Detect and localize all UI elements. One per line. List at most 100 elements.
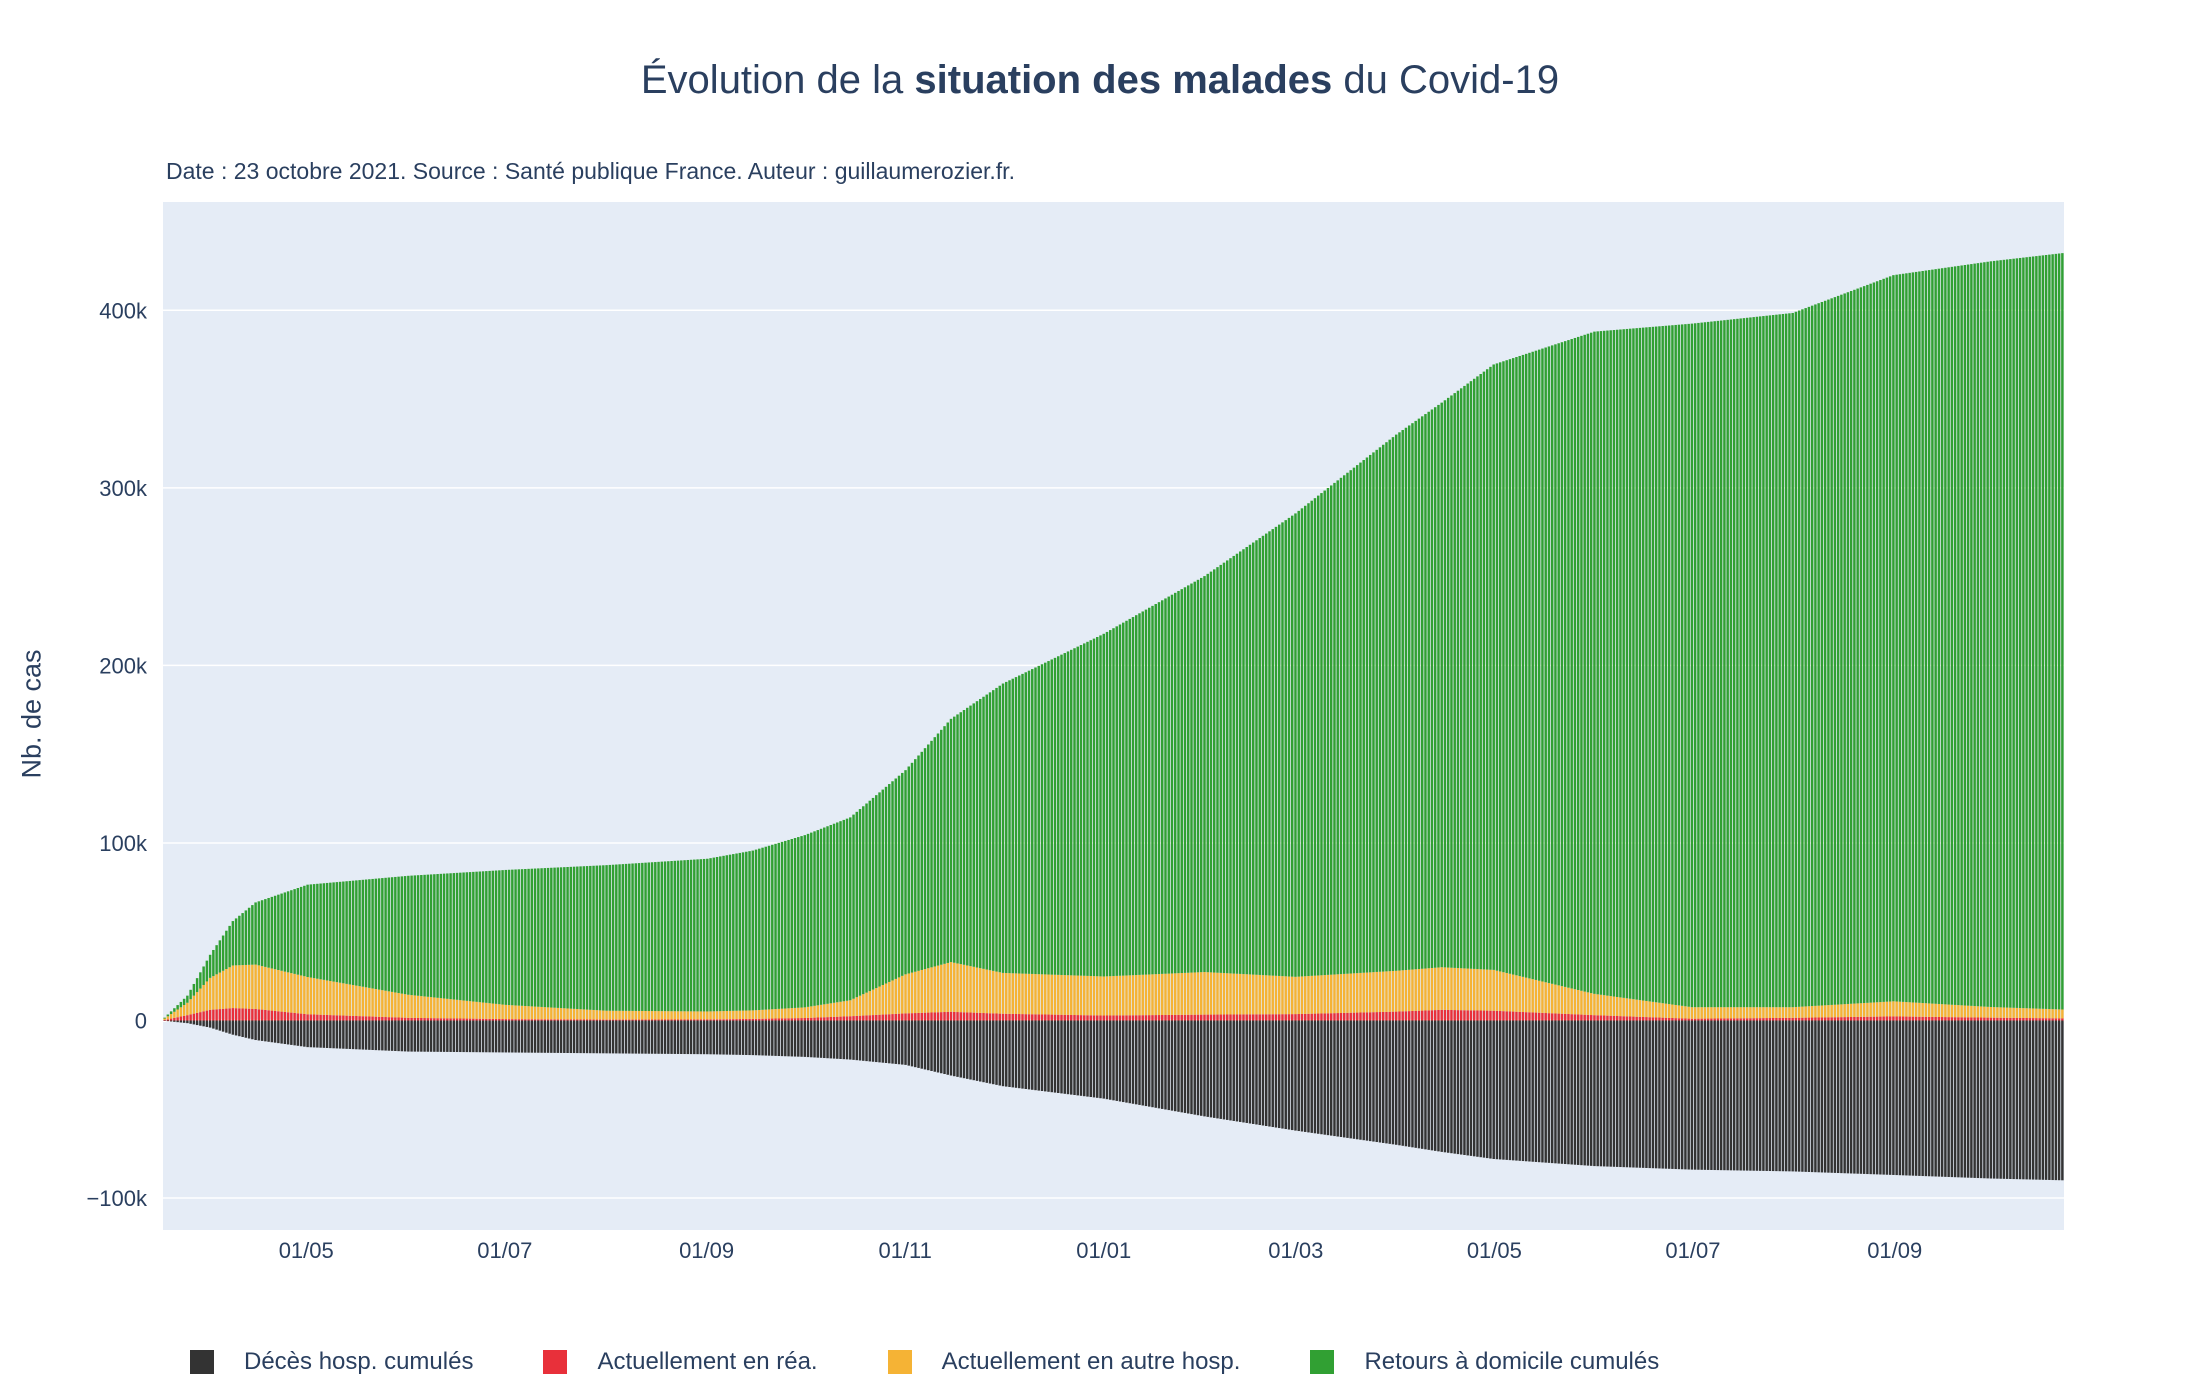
legend-swatch: [190, 1350, 214, 1374]
bar-deces: [1290, 1020, 1294, 1131]
bar-retours: [1281, 522, 1284, 977]
bar-rea: [1911, 1016, 1915, 1021]
bar-retours: [407, 875, 410, 995]
bar-autre-hosp: [689, 1011, 693, 1020]
bar-rea: [1710, 1018, 1713, 1021]
bar-autre-hosp: [377, 989, 381, 1017]
bar-deces: [1037, 1020, 1040, 1091]
bar-retours: [1294, 513, 1297, 977]
bar-retours: [1983, 262, 1986, 1007]
bar-rea: [813, 1017, 816, 1021]
bar-deces: [839, 1020, 842, 1059]
bar-retours: [1213, 569, 1216, 973]
bar-autre-hosp: [1310, 975, 1313, 1014]
legend-item[interactable]: Actuellement en réa.: [543, 1348, 818, 1376]
bar-retours: [2035, 256, 2038, 1009]
bar-autre-hosp: [1213, 972, 1216, 1015]
bar-autre-hosp: [712, 1011, 716, 1020]
bar-retours: [1122, 622, 1125, 976]
bar-deces: [940, 1020, 943, 1074]
bar-rea: [1625, 1016, 1629, 1021]
bar-rea: [169, 1018, 173, 1021]
bar-autre-hosp: [1388, 971, 1391, 1012]
bar-autre-hosp: [1365, 972, 1369, 1013]
bar-retours: [1050, 659, 1053, 975]
bar-deces: [1427, 1020, 1430, 1150]
bar-autre-hosp: [290, 973, 293, 1013]
bar-rea: [1674, 1018, 1677, 1021]
bar-retours: [530, 868, 534, 1007]
bar-rea: [1931, 1016, 1934, 1021]
bar-deces: [231, 1020, 235, 1035]
bar-rea: [1947, 1017, 1950, 1021]
bar-deces: [1602, 1020, 1606, 1167]
bar-autre-hosp: [706, 1011, 709, 1020]
bar-deces: [1768, 1020, 1772, 1172]
bar-deces: [1849, 1020, 1853, 1174]
bar-retours: [1154, 604, 1157, 975]
bar-retours: [420, 875, 423, 997]
bar-retours: [1706, 321, 1710, 1008]
bar-deces: [1641, 1020, 1645, 1168]
bar-autre-hosp: [1950, 1004, 1954, 1018]
bar-retours: [1908, 272, 1911, 1003]
bar-rea: [1866, 1016, 1869, 1021]
legend-item[interactable]: Décès hosp. cumulés: [190, 1348, 473, 1376]
bar-deces: [637, 1020, 641, 1054]
bar-deces: [1612, 1020, 1616, 1167]
bar-rea: [923, 1012, 927, 1021]
bar-autre-hosp: [247, 964, 251, 1009]
bar-rea: [728, 1019, 732, 1021]
bar-retours: [605, 865, 608, 1011]
bar-retours: [2031, 256, 2035, 1009]
bar-deces: [1879, 1020, 1882, 1175]
bar-deces: [706, 1020, 709, 1055]
bar-rea: [1424, 1010, 1427, 1021]
bar-autre-hosp: [1040, 974, 1044, 1015]
bar-rea: [296, 1013, 300, 1021]
bar-rea: [849, 1016, 852, 1021]
bar-deces: [1424, 1020, 1427, 1150]
legend-item[interactable]: Retours à domicile cumulés: [1310, 1348, 1659, 1376]
bar-rea: [1200, 1014, 1203, 1021]
bar-retours: [303, 885, 306, 977]
series-Décès hosp. cumulés: [163, 1020, 2064, 1181]
legend-item[interactable]: Actuellement en autre hosp.: [887, 1348, 1240, 1376]
bar-retours: [1677, 324, 1681, 1006]
bar-rea: [176, 1017, 179, 1021]
bar-rea: [2057, 1018, 2061, 1021]
bar-autre-hosp: [1459, 968, 1463, 1011]
bar-deces: [1690, 1020, 1694, 1170]
bar-retours: [186, 995, 189, 1003]
bar-rea: [517, 1019, 521, 1021]
bar-autre-hosp: [472, 1001, 475, 1019]
bar-rea: [1820, 1017, 1824, 1021]
bar-autre-hosp: [1762, 1007, 1765, 1019]
bar-deces: [325, 1020, 329, 1048]
bar-deces: [725, 1020, 729, 1055]
bar-retours: [348, 880, 352, 985]
bar-autre-hosp: [303, 976, 306, 1014]
bar-retours: [1856, 288, 1859, 1004]
bar-autre-hosp: [576, 1009, 579, 1020]
bar-autre-hosp: [832, 1002, 836, 1017]
bar-deces: [1381, 1020, 1385, 1143]
bar-retours: [1086, 641, 1089, 976]
bar-autre-hosp: [719, 1011, 722, 1020]
bar-rea: [1333, 1013, 1336, 1021]
bar-retours: [1300, 508, 1304, 977]
bar-retours: [738, 852, 742, 1011]
bar-retours: [1752, 317, 1755, 1008]
bar-rea: [338, 1015, 342, 1021]
bar-rea: [1684, 1018, 1687, 1021]
bar-deces: [1827, 1020, 1830, 1173]
bar-deces: [407, 1020, 410, 1052]
bar-autre-hosp: [1170, 973, 1174, 1015]
bar-autre-hosp: [257, 965, 261, 1010]
bar-retours: [169, 1011, 173, 1015]
bar-retours: [712, 857, 716, 1012]
bar-deces: [241, 1020, 244, 1037]
legend-label: Décès hosp. cumulés: [244, 1348, 474, 1375]
